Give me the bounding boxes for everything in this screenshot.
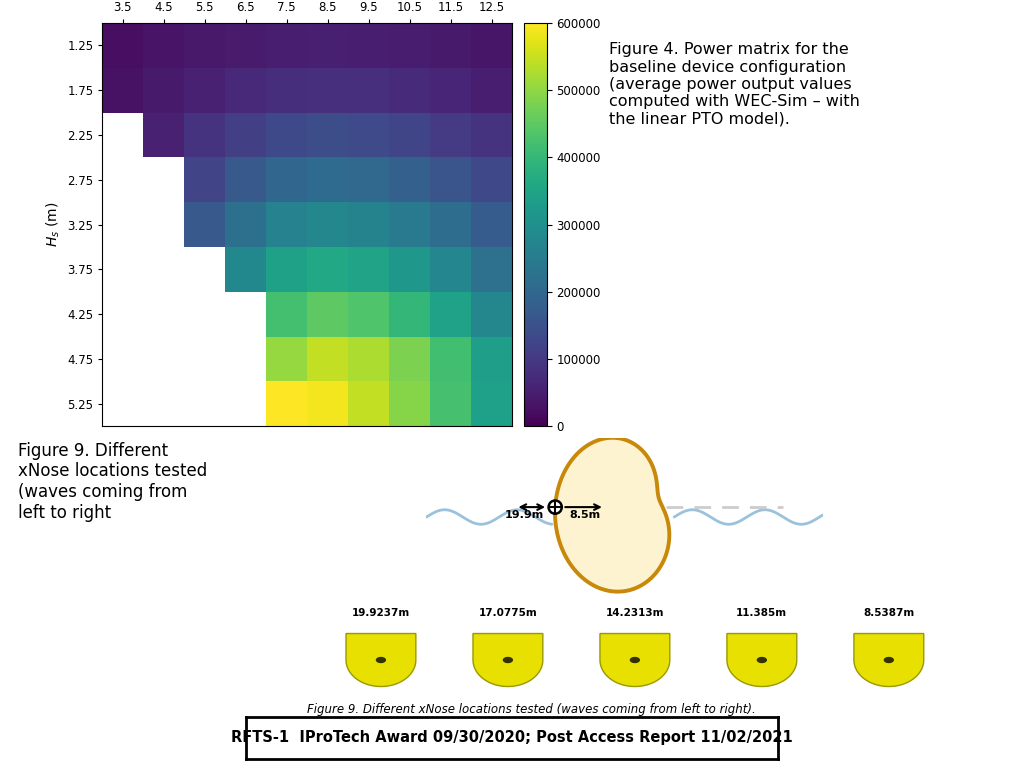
Y-axis label: $H_s$ (m): $H_s$ (m): [44, 202, 61, 247]
Polygon shape: [555, 438, 670, 591]
Text: 8.5387m: 8.5387m: [863, 607, 914, 618]
Text: RFTS-1  IProTech Award 09/30/2020; Post Access Report 11/02/2021: RFTS-1 IProTech Award 09/30/2020; Post A…: [231, 730, 793, 745]
Circle shape: [549, 501, 562, 514]
Text: 8.5m: 8.5m: [569, 510, 600, 520]
Polygon shape: [727, 634, 797, 687]
Text: 17.0775m: 17.0775m: [478, 607, 538, 618]
Circle shape: [631, 657, 639, 663]
Text: 11.385m: 11.385m: [736, 607, 787, 618]
Text: Figure 9. Different
xNose locations tested
(waves coming from
left to right: Figure 9. Different xNose locations test…: [18, 442, 208, 522]
Circle shape: [377, 657, 385, 663]
Circle shape: [504, 657, 512, 663]
Text: Figure 9. Different xNose locations tested (waves coming from left to right).: Figure 9. Different xNose locations test…: [307, 703, 756, 716]
Text: Figure 4. Power matrix for the
baseline device configuration
(average power outp: Figure 4. Power matrix for the baseline …: [609, 42, 860, 127]
Polygon shape: [346, 634, 416, 687]
Polygon shape: [600, 634, 670, 687]
Polygon shape: [473, 634, 543, 687]
Circle shape: [758, 657, 766, 663]
Text: 19.9m: 19.9m: [504, 510, 544, 520]
Polygon shape: [854, 634, 924, 687]
Circle shape: [885, 657, 893, 663]
Text: 14.2313m: 14.2313m: [605, 607, 665, 618]
Text: 19.9237m: 19.9237m: [352, 607, 410, 618]
